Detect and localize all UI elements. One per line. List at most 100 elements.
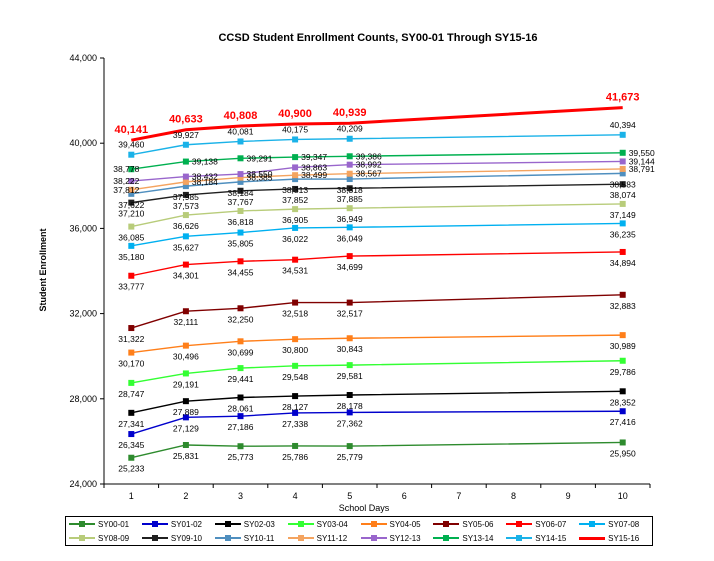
series-line <box>131 222 623 247</box>
data-point <box>346 205 353 212</box>
data-label: 38,313 <box>282 185 308 195</box>
data-label: 36,235 <box>610 229 636 239</box>
series-sy01-02 <box>128 408 626 438</box>
data-label: 39,460 <box>118 140 144 150</box>
legend-swatch <box>287 534 314 542</box>
data-point <box>128 409 135 416</box>
data-point <box>619 131 626 138</box>
data-label: 27,362 <box>337 418 363 428</box>
series-sy07-08 <box>128 220 626 249</box>
data-point <box>237 178 244 185</box>
data-point <box>237 338 244 345</box>
data-point <box>237 187 244 194</box>
data-point <box>619 181 626 188</box>
data-label: 25,233 <box>118 464 144 474</box>
data-point <box>292 442 299 449</box>
legend-item-sy13-14: SY13-14 <box>433 534 506 543</box>
data-point <box>182 191 189 198</box>
x-tick-label: 9 <box>566 491 571 501</box>
data-point <box>237 229 244 236</box>
legend-item-sy10-11: SY10-11 <box>214 534 288 543</box>
data-point <box>182 370 189 377</box>
data-label: 29,548 <box>282 372 308 382</box>
data-label: 39,386 <box>356 151 382 161</box>
data-point <box>182 173 189 180</box>
data-label: 38,567 <box>356 169 382 179</box>
data-label: 36,049 <box>337 233 363 243</box>
data-label: 36,949 <box>337 214 363 224</box>
data-point <box>182 212 189 219</box>
data-label: 37,767 <box>228 197 254 207</box>
data-point <box>237 171 244 178</box>
data-point <box>182 308 189 315</box>
data-label: 37,852 <box>282 195 308 205</box>
chart-legend: SY00-01 SY01-02 SY02-03 SY03-04 SY04-05 SY05-… <box>65 516 653 546</box>
data-point <box>619 170 626 177</box>
data-point <box>182 414 189 421</box>
legend-swatch <box>69 520 95 528</box>
data-point <box>237 258 244 265</box>
legend-row: SY00-01 SY01-02 SY02-03 SY03-04 SY04-05 SY05-… <box>66 517 652 531</box>
data-label: 40,394 <box>610 120 636 130</box>
series-line <box>131 160 623 182</box>
data-point <box>128 186 135 193</box>
series-sy14-15 <box>128 131 626 158</box>
legend-swatch <box>579 534 606 542</box>
series-sy09-10 <box>128 181 626 206</box>
data-label: 38,791 <box>629 164 655 174</box>
series-line <box>131 172 623 195</box>
data-point <box>619 149 626 156</box>
data-label: 30,843 <box>337 344 363 354</box>
data-label: 34,301 <box>173 271 199 281</box>
data-point <box>292 164 299 171</box>
series-line <box>131 294 623 329</box>
series-sy15-16 <box>131 106 623 142</box>
data-point <box>128 454 135 461</box>
data-label: 27,186 <box>228 422 254 432</box>
legend-swatch <box>287 520 314 528</box>
legend-swatch <box>433 534 460 542</box>
legend-label: SY02-03 <box>243 519 275 529</box>
data-point <box>128 325 135 332</box>
data-label: 30,170 <box>118 359 144 369</box>
data-label: 30,496 <box>173 352 199 362</box>
legend-label: SY06-07 <box>535 519 567 529</box>
data-label: 34,455 <box>228 267 254 277</box>
data-point <box>346 135 353 142</box>
data-label: 26,345 <box>118 440 144 450</box>
data-point <box>619 408 626 415</box>
data-label: 36,818 <box>228 217 254 227</box>
data-point <box>292 299 299 306</box>
data-point <box>292 154 299 161</box>
legend-item-sy04-05: SY04-05 <box>360 520 434 529</box>
data-point <box>346 299 353 306</box>
data-label: 39,144 <box>629 156 655 166</box>
data-label: 32,517 <box>337 309 363 319</box>
legend-row: SY08-09 SY09-10 SY10-11 SY11-12 SY12-13 SY13-… <box>66 531 652 545</box>
data-point <box>292 409 299 416</box>
series-line <box>131 360 623 384</box>
legend-label: SY09-10 <box>170 533 203 543</box>
series-line <box>131 334 623 354</box>
legend-label: SY08-09 <box>98 533 130 543</box>
data-point <box>346 185 353 192</box>
data-point <box>237 443 244 450</box>
legend-label: SY01-02 <box>170 519 203 529</box>
data-label: 39,927 <box>173 130 199 140</box>
data-label: 40,808 <box>224 110 258 122</box>
legend-swatch <box>433 520 460 528</box>
data-label: 29,581 <box>337 371 363 381</box>
data-label: 25,773 <box>228 452 254 462</box>
data-point <box>292 172 299 179</box>
data-point <box>292 336 299 343</box>
series-lines <box>128 106 626 461</box>
data-label: 27,338 <box>282 419 308 429</box>
data-point <box>292 176 299 183</box>
legend-label: SY15-16 <box>608 533 640 543</box>
data-point <box>182 342 189 349</box>
legend-label: SY05-06 <box>462 519 494 529</box>
data-label: 33,777 <box>118 282 144 292</box>
data-label: 36,022 <box>282 234 308 244</box>
legend-item-sy07-08: SY07-08 <box>579 520 652 529</box>
